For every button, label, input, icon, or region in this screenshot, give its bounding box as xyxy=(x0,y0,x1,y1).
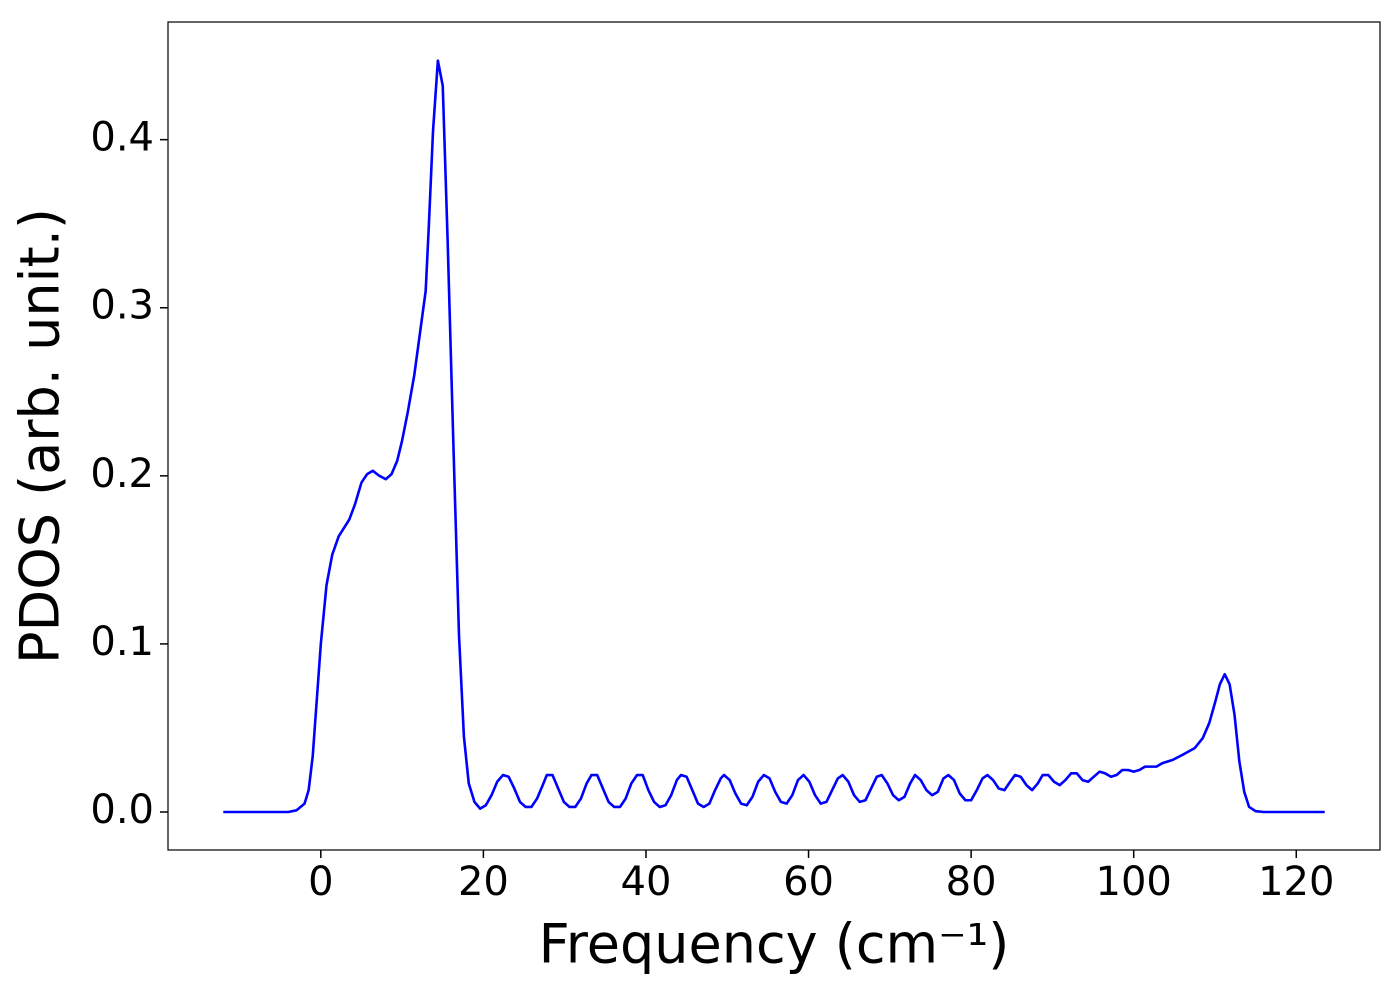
line xyxy=(223,59,1325,814)
y-axis-label: PDOS (arb. unit.) xyxy=(9,208,72,664)
x-tick-label: 80 xyxy=(946,859,997,905)
x-tick-label: 0 xyxy=(308,859,333,905)
plot-frame xyxy=(167,21,1381,851)
y-tick-label: 0.2 xyxy=(90,451,154,497)
x-axis-label: Frequency (cm⁻¹) xyxy=(539,913,1010,976)
x-tick-label: 40 xyxy=(621,859,672,905)
y-tick-label: 0.1 xyxy=(90,619,154,665)
y-tick-label: 0.4 xyxy=(90,115,154,161)
x-tick-label: 20 xyxy=(458,859,509,905)
x-tick-label: 100 xyxy=(1096,859,1172,905)
y-tick-label: 0.3 xyxy=(90,283,154,329)
x-tick-label: 60 xyxy=(783,859,834,905)
x-tick-label: 120 xyxy=(1258,859,1334,905)
y-tick-label: 0.0 xyxy=(90,787,154,833)
